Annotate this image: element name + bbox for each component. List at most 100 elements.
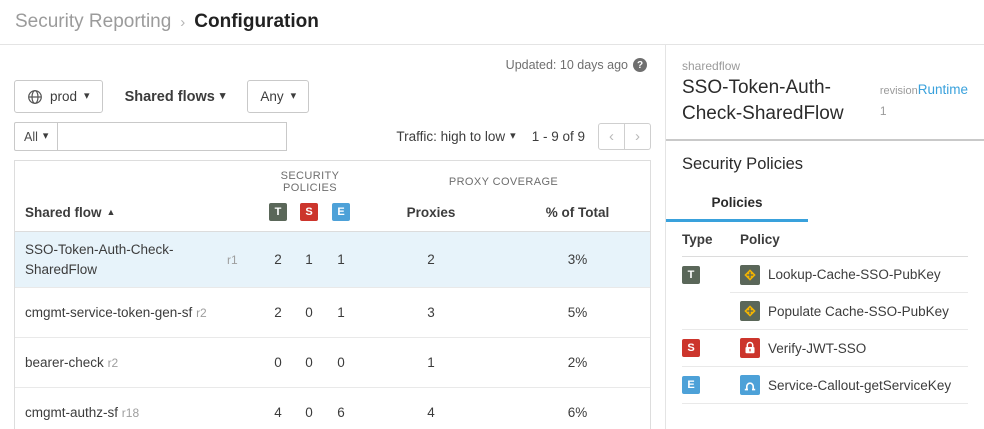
chevron-right-icon: › [635,128,640,145]
security-policy-badge: S [682,339,700,358]
traffic-policy-badge: T [682,266,700,285]
pagination-info: 1 - 9 of 9 [531,129,585,144]
policy-row: S Verify-JWT-SSO [682,330,968,368]
next-page-button[interactable]: › [624,123,651,150]
caret-down-icon: ▾ [42,130,49,142]
type-column-header: Type [682,232,713,248]
security-policies-group-header: SECURITY POLICIES [280,170,340,194]
policy-row: T Lookup-Cache-SSO-PubKey [682,257,968,294]
updated-label: Updated: 10 days ago [505,58,628,72]
policy-name: Verify-JWT-SSO [768,340,867,356]
proxy-coverage-group-header: PROXY COVERAGE [448,176,559,188]
policy-table-header: Type Policy [682,222,968,258]
pct-total-column-header: % of Total [545,204,610,220]
detail-header: sharedflow SSO-Token-Auth-Check-SharedFl… [666,45,984,142]
pct-total: 2% [567,355,588,371]
help-icon[interactable]: ? [633,58,647,72]
flow-name: cmgmt-service-token-gen-sf [25,304,193,320]
traffic-policy-badge: T [269,203,287,221]
traffic-sort-dropdown[interactable]: Traffic: high to low ▾ [396,129,515,144]
shared-flow-header-label: Shared flow [25,204,102,220]
flows-pane: Updated: 10 days ago ? prod ▾ Shared flo… [0,45,666,429]
extension-count: 1 [337,305,345,321]
extension-count: 0 [337,355,345,371]
breadcrumb: Security Reporting › Configuration [0,0,984,45]
detail-pane: sharedflow SSO-Token-Auth-Check-SharedFl… [666,45,984,429]
flow-name: SSO-Token-Auth-Check-SharedFlow [25,242,174,277]
table-header-row: Shared flow ▲ T S E Proxies % of Total [15,194,650,232]
breadcrumb-separator: › [180,13,186,31]
security-count: 0 [305,305,313,321]
policy-column-header: Policy [740,232,780,248]
extension-policy-badge: E [682,376,700,395]
revision-block: revisionRuntime 1 [880,75,968,126]
security-count: 0 [305,355,313,371]
flow-revision: r1 [227,252,238,267]
detail-kind-label: sharedflow [682,59,741,73]
caret-down-icon: ▾ [84,90,90,102]
pct-total: 3% [567,252,588,268]
shared-flow-column-header[interactable]: Shared flow ▲ [15,205,227,220]
pct-total: 5% [567,305,588,321]
proxies-count: 3 [427,305,435,321]
table-row[interactable]: cmgmt-service-token-gen-sf r2 2 0 1 3 5% [15,288,650,339]
proxies-column-header: Proxies [406,204,456,220]
traffic-count: 2 [274,252,282,268]
cache-policy-icon [740,264,760,285]
security-count: 0 [305,405,313,421]
security-policy-badge: S [300,203,318,221]
search-scope-value: All [24,129,38,144]
caret-down-icon: ▾ [219,90,226,102]
breadcrumb-parent-link[interactable]: Security Reporting [15,11,172,32]
search-input[interactable] [58,122,288,151]
revision-value: 1 [879,104,887,118]
chevron-left-icon: ‹ [609,128,614,145]
policy-row: E Service-Callout-getServiceKey [682,367,968,405]
flow-name: bearer-check [25,354,104,370]
flow-name: cmgmt-authz-sf [25,404,119,420]
proxies-count: 4 [427,405,435,421]
runtime-link[interactable]: Runtime [917,82,968,97]
traffic-count: 0 [274,355,282,371]
proxies-count: 2 [427,252,435,268]
policy-name: Populate Cache-SSO-PubKey [768,303,949,319]
page-title: Configuration [194,11,319,32]
extension-count: 1 [337,252,345,268]
table-row[interactable]: SSO-Token-Auth-Check-SharedFlow r1 2 1 1… [15,232,650,289]
traffic-count: 2 [274,305,282,321]
caret-down-icon: ▾ [290,90,297,102]
pct-total: 6% [567,405,588,421]
caret-down-icon: ▾ [510,130,516,142]
section-title: Security Policies [682,155,804,174]
shared-flows-table: SECURITY POLICIES PROXY COVERAGE Shared … [14,160,651,429]
policy-row: Populate Cache-SSO-PubKey [682,293,968,331]
flow-revision: r2 [196,305,207,320]
policy-name: Service-Callout-getServiceKey [768,377,952,393]
environment-value: prod [50,89,78,104]
cache-policy-icon [740,301,760,322]
tab-policies[interactable]: Policies [666,195,808,223]
sort-ascending-icon: ▲ [106,207,116,217]
service-callout-policy-icon [740,375,760,396]
traffic-sort-label: Traffic: high to low [396,129,506,144]
previous-page-button[interactable]: ‹ [598,123,625,150]
globe-icon [27,89,43,105]
search-scope-dropdown[interactable]: All ▾ [14,122,59,151]
traffic-count: 4 [274,405,282,421]
flow-revision: r18 [121,405,140,420]
extension-policy-badge: E [332,203,350,221]
environment-dropdown[interactable]: prod ▾ [14,80,103,113]
revision-label: revision [879,85,918,97]
table-row[interactable]: cmgmt-authz-sf r18 4 0 6 4 6% [15,388,650,429]
policy-name: Lookup-Cache-SSO-PubKey [768,267,941,283]
proxies-count: 1 [427,355,435,371]
extension-count: 6 [337,405,345,421]
scope-label: Shared flows [124,88,215,105]
detail-title: SSO-Token-Auth-Check-SharedFlow [682,77,844,124]
table-group-header: SECURITY POLICIES PROXY COVERAGE [15,161,650,194]
table-row[interactable]: bearer-check r2 0 0 0 1 2% [15,338,650,389]
flow-revision: r2 [107,355,119,370]
any-filter-dropdown[interactable]: Any ▾ [247,80,310,113]
scope-dropdown[interactable]: Shared flows ▾ [125,89,226,105]
security-count: 1 [305,252,313,268]
